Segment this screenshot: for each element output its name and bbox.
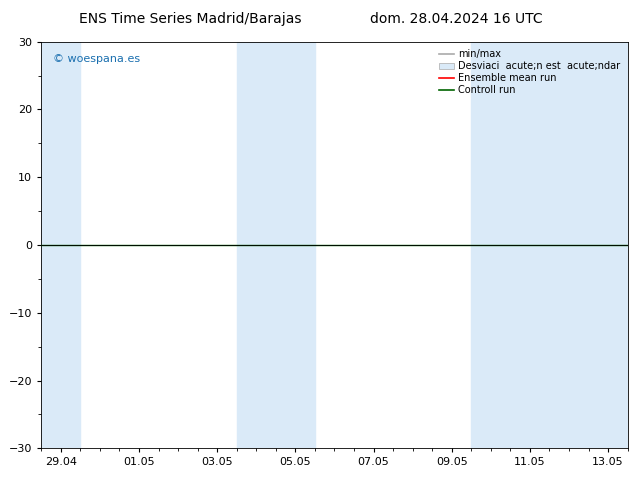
Bar [471, 42, 628, 448]
Bar [236, 42, 315, 448]
Bar [41, 42, 81, 448]
Text: dom. 28.04.2024 16 UTC: dom. 28.04.2024 16 UTC [370, 12, 543, 26]
Legend: min/max, Desviaci  acute;n est  acute;ndar, Ensemble mean run, Controll run: min/max, Desviaci acute;n est acute;ndar… [436, 47, 623, 98]
Text: © woespana.es: © woespana.es [53, 54, 140, 64]
Text: ENS Time Series Madrid/Barajas: ENS Time Series Madrid/Barajas [79, 12, 301, 26]
